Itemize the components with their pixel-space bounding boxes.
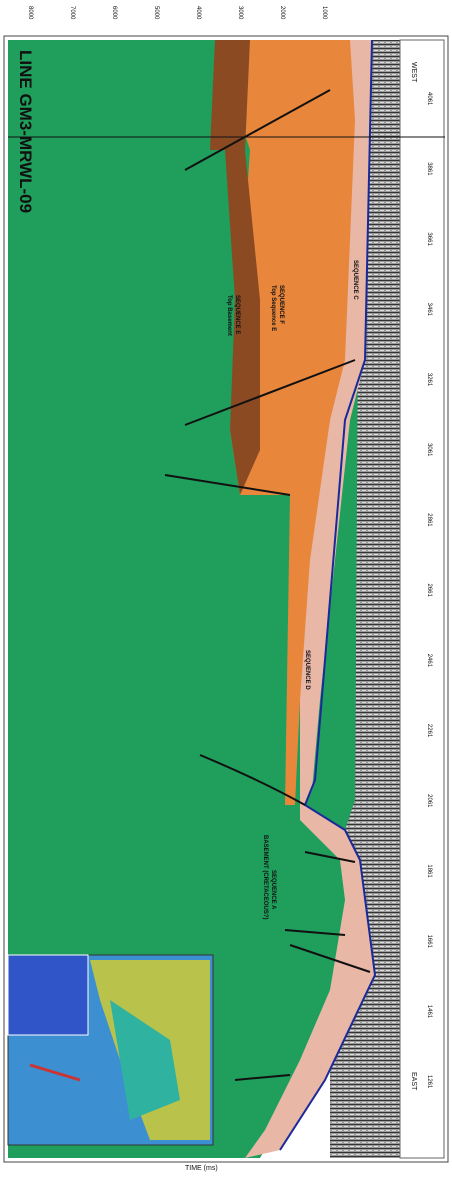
shot-point-strip [400,40,444,1158]
shot-point-label: 3861 [426,162,432,176]
time-tick-label: 7000 [69,6,75,20]
shot-point-label: 1461 [426,1005,432,1019]
time-tick-label: 5000 [153,6,159,20]
horizon-label: SEQUENCE C [352,260,358,300]
shot-point-label: 1261 [426,1075,432,1089]
time-tick-label: 1000 [321,6,327,20]
shot-point-label: 2661 [426,584,432,598]
time-ticks: 1000 2000 3000 4000 5000 6000 7000 8000 [27,6,327,20]
time-axis-label: TIME (ms) [185,1165,218,1172]
shot-point-label: 1861 [426,864,432,878]
shot-point-label: 2861 [426,513,432,527]
shot-point-label: 3661 [426,232,432,246]
shot-point-label: 2261 [426,724,432,738]
inset-locator [8,955,88,1035]
east-label: EAST [410,1072,417,1091]
shot-point-label: 3261 [426,373,432,387]
horizon-label: SEQUENCE D [304,650,310,690]
shot-point-label: 4061 [426,92,432,106]
seismic-figure: LINE GM3-MRWL-09 TIME (ms) WEST EAST Top… [0,0,452,1182]
time-tick-label: 6000 [111,6,117,20]
time-tick-label: 8000 [27,6,33,20]
shot-point-label: 2461 [426,654,432,668]
west-label: WEST [410,62,417,83]
shot-point-label: 2061 [426,794,432,808]
shot-point-label: 1661 [426,935,432,949]
horizon-label: Top Basement [226,295,232,336]
time-tick-label: 2000 [279,6,285,20]
shot-points: 4061 3861 3661 3461 3261 3061 2861 2661 2461 2261… [426,92,432,1089]
horizon-label: SEQUENCE A [270,870,276,910]
horizon-label: SEQUENCE F [278,285,284,324]
horizon-label: SEQUENCE E [234,295,240,334]
time-tick-label: 4000 [195,6,201,20]
time-tick-label: 3000 [237,6,243,20]
shot-point-label: 3061 [426,443,432,457]
title: LINE GM3-MRWL-09 [16,50,35,213]
horizon-label: BASEMENT (CRETACEOUS?) [262,835,268,920]
horizon-label: Top Sequence E [270,285,276,331]
shot-point-label: 3461 [426,303,432,317]
